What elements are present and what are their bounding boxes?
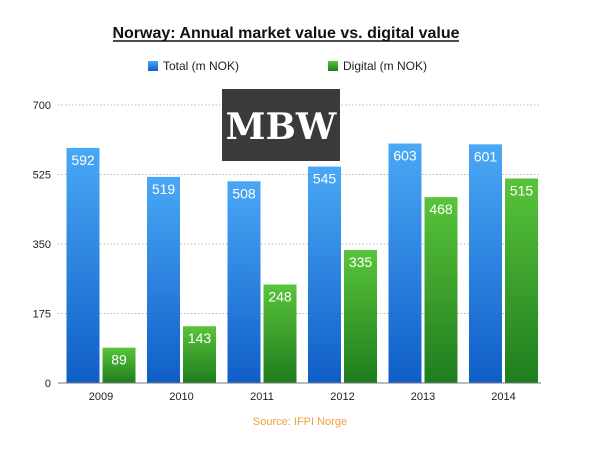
y-tick-label: 175 <box>33 309 51 321</box>
data-label-digital-2013: 468 <box>429 201 453 217</box>
legend-label-digital: Digital (m NOK) <box>343 59 427 73</box>
x-tick-label: 2009 <box>89 391 113 403</box>
logo-background <box>222 89 340 161</box>
bar-total-2011 <box>227 181 261 383</box>
y-tick-label: 0 <box>45 378 51 390</box>
legend-swatch-digital <box>328 61 338 71</box>
bar-digital-2014 <box>505 178 538 383</box>
data-label-total-2010: 519 <box>152 181 176 197</box>
y-tick-label: 700 <box>33 100 51 112</box>
logo-text: MBW <box>226 106 337 148</box>
y-tick-label: 525 <box>33 170 51 182</box>
mbw-logo: MBW <box>222 89 340 161</box>
chart-title: Norway: Annual market value vs. digital … <box>112 25 459 42</box>
bar-total-2012 <box>308 166 341 383</box>
y-tick-label: 350 <box>33 239 51 251</box>
data-label-total-2011: 508 <box>232 185 256 201</box>
bars: 592 89 519 143 508 248 545 335 603 468 601 515 <box>66 143 538 383</box>
x-axis: 2009 2010 2011 2012 2013 2014 <box>89 391 516 403</box>
bar-total-2013 <box>388 143 422 383</box>
x-tick-label: 2010 <box>169 391 193 403</box>
source-note: Source: IFPI Norge <box>253 416 347 428</box>
data-label-total-2012: 545 <box>313 171 337 187</box>
data-label-total-2009: 592 <box>71 152 95 168</box>
bar-total-2009 <box>66 147 100 383</box>
legend-label-total: Total (m NOK) <box>163 59 239 73</box>
bar-digital-2009 <box>102 347 136 383</box>
bar-total-2014 <box>469 144 502 383</box>
x-tick-label: 2013 <box>411 391 435 403</box>
bar-digital-2012 <box>344 249 377 383</box>
data-label-total-2014: 601 <box>474 148 498 164</box>
legend: Total (m NOK) Digital (m NOK) <box>148 59 427 73</box>
data-label-digital-2011: 248 <box>268 289 292 305</box>
bar-digital-2010 <box>183 326 216 383</box>
x-tick-label: 2011 <box>250 391 274 403</box>
data-label-digital-2012: 335 <box>349 254 373 270</box>
data-label-total-2013: 603 <box>393 148 417 164</box>
x-tick-label: 2012 <box>330 391 354 403</box>
x-tick-label: 2014 <box>491 391 515 403</box>
data-label-digital-2009: 89 <box>111 352 127 368</box>
bar-digital-2013 <box>424 197 458 383</box>
y-axis: 0 175 350 525 700 <box>33 100 51 390</box>
data-label-digital-2014: 515 <box>510 182 534 198</box>
bar-digital-2011 <box>263 284 297 383</box>
legend-swatch-total <box>148 61 158 71</box>
data-label-digital-2010: 143 <box>188 330 212 346</box>
bar-total-2010 <box>147 176 180 383</box>
